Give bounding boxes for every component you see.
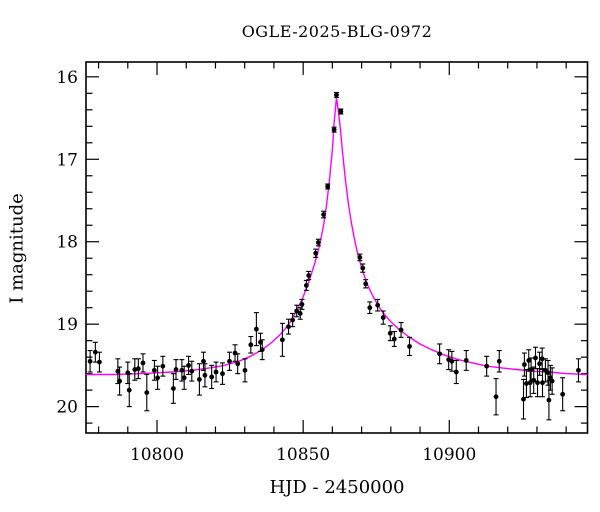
data-point — [189, 360, 195, 382]
data-point — [232, 344, 238, 362]
data-point — [235, 353, 241, 375]
data-point — [375, 298, 381, 312]
data-point — [484, 355, 490, 377]
y-tick-labels: 16 17 18 19 20 — [56, 68, 78, 418]
data-point — [367, 301, 373, 315]
data-point — [315, 238, 321, 247]
data-point — [294, 304, 300, 318]
data-point — [523, 368, 529, 399]
data-point — [92, 341, 98, 363]
data-point — [437, 343, 443, 365]
data-points — [87, 91, 581, 421]
data-point — [202, 363, 208, 388]
data-point — [209, 364, 215, 390]
axis-ticks — [86, 62, 588, 433]
data-point — [537, 351, 543, 376]
data-point — [363, 279, 369, 289]
data-point — [325, 183, 331, 190]
data-point — [126, 373, 132, 408]
data-point — [226, 351, 232, 371]
data-point — [539, 347, 545, 371]
data-point — [290, 312, 296, 328]
data-point — [398, 321, 404, 338]
data-point — [297, 307, 303, 320]
data-point — [144, 373, 150, 412]
x-tick-label: 10800 — [130, 445, 184, 465]
data-point — [321, 210, 327, 219]
data-point — [535, 368, 541, 398]
data-point — [170, 373, 176, 404]
data-point — [527, 368, 533, 398]
data-point — [539, 368, 545, 398]
data-point — [360, 263, 366, 273]
plot-frame — [85, 61, 589, 434]
data-point — [87, 350, 93, 373]
data-point — [181, 365, 187, 390]
data-point — [560, 377, 566, 412]
data-point — [155, 365, 161, 390]
x-tick-labels: 10800 10850 10900 — [130, 445, 476, 465]
data-point — [333, 91, 339, 99]
data-point — [219, 362, 225, 385]
data-point — [248, 335, 254, 354]
y-tick-label: 16 — [56, 68, 78, 88]
data-point — [546, 379, 552, 421]
y-tick-label: 18 — [56, 233, 78, 253]
data-point — [259, 339, 265, 361]
data-point — [242, 358, 248, 383]
data-point — [186, 355, 192, 376]
data-point — [196, 363, 202, 396]
data-point — [357, 253, 363, 262]
data-point — [338, 108, 344, 115]
data-point — [140, 353, 146, 373]
data-point — [303, 279, 309, 291]
x-tick-label: 10850 — [276, 445, 330, 465]
data-point — [493, 378, 499, 416]
data-point — [117, 366, 123, 396]
data-point — [253, 312, 259, 347]
data-point — [135, 358, 141, 380]
x-axis-title: HJD - 2450000 — [269, 477, 405, 498]
data-point — [387, 325, 393, 342]
data-point — [160, 355, 166, 377]
data-point — [542, 358, 548, 383]
data-point — [213, 361, 219, 383]
data-point — [306, 270, 312, 281]
data-point — [496, 350, 502, 373]
data-point — [173, 359, 179, 380]
data-point — [96, 351, 102, 373]
data-point — [549, 367, 555, 395]
y-tick-label: 17 — [56, 150, 78, 170]
y-tick-label: 19 — [56, 315, 78, 335]
data-point — [526, 349, 532, 372]
data-point — [545, 359, 551, 386]
data-point — [453, 359, 459, 385]
model-curve — [86, 96, 588, 376]
data-point — [463, 350, 469, 371]
data-point — [279, 322, 285, 357]
data-point — [299, 298, 305, 310]
chart-title: OGLE-2025-BLG-0972 — [241, 22, 433, 41]
data-point — [313, 248, 319, 258]
x-tick-label: 10900 — [422, 445, 476, 465]
data-point — [532, 346, 538, 370]
data-point — [286, 318, 292, 335]
data-point — [151, 359, 157, 381]
data-point — [407, 336, 413, 357]
data-point — [575, 358, 581, 383]
data-point — [380, 310, 386, 325]
y-tick-label: 20 — [56, 398, 78, 418]
data-point — [331, 126, 337, 133]
data-point — [449, 350, 455, 372]
data-point — [391, 331, 397, 347]
